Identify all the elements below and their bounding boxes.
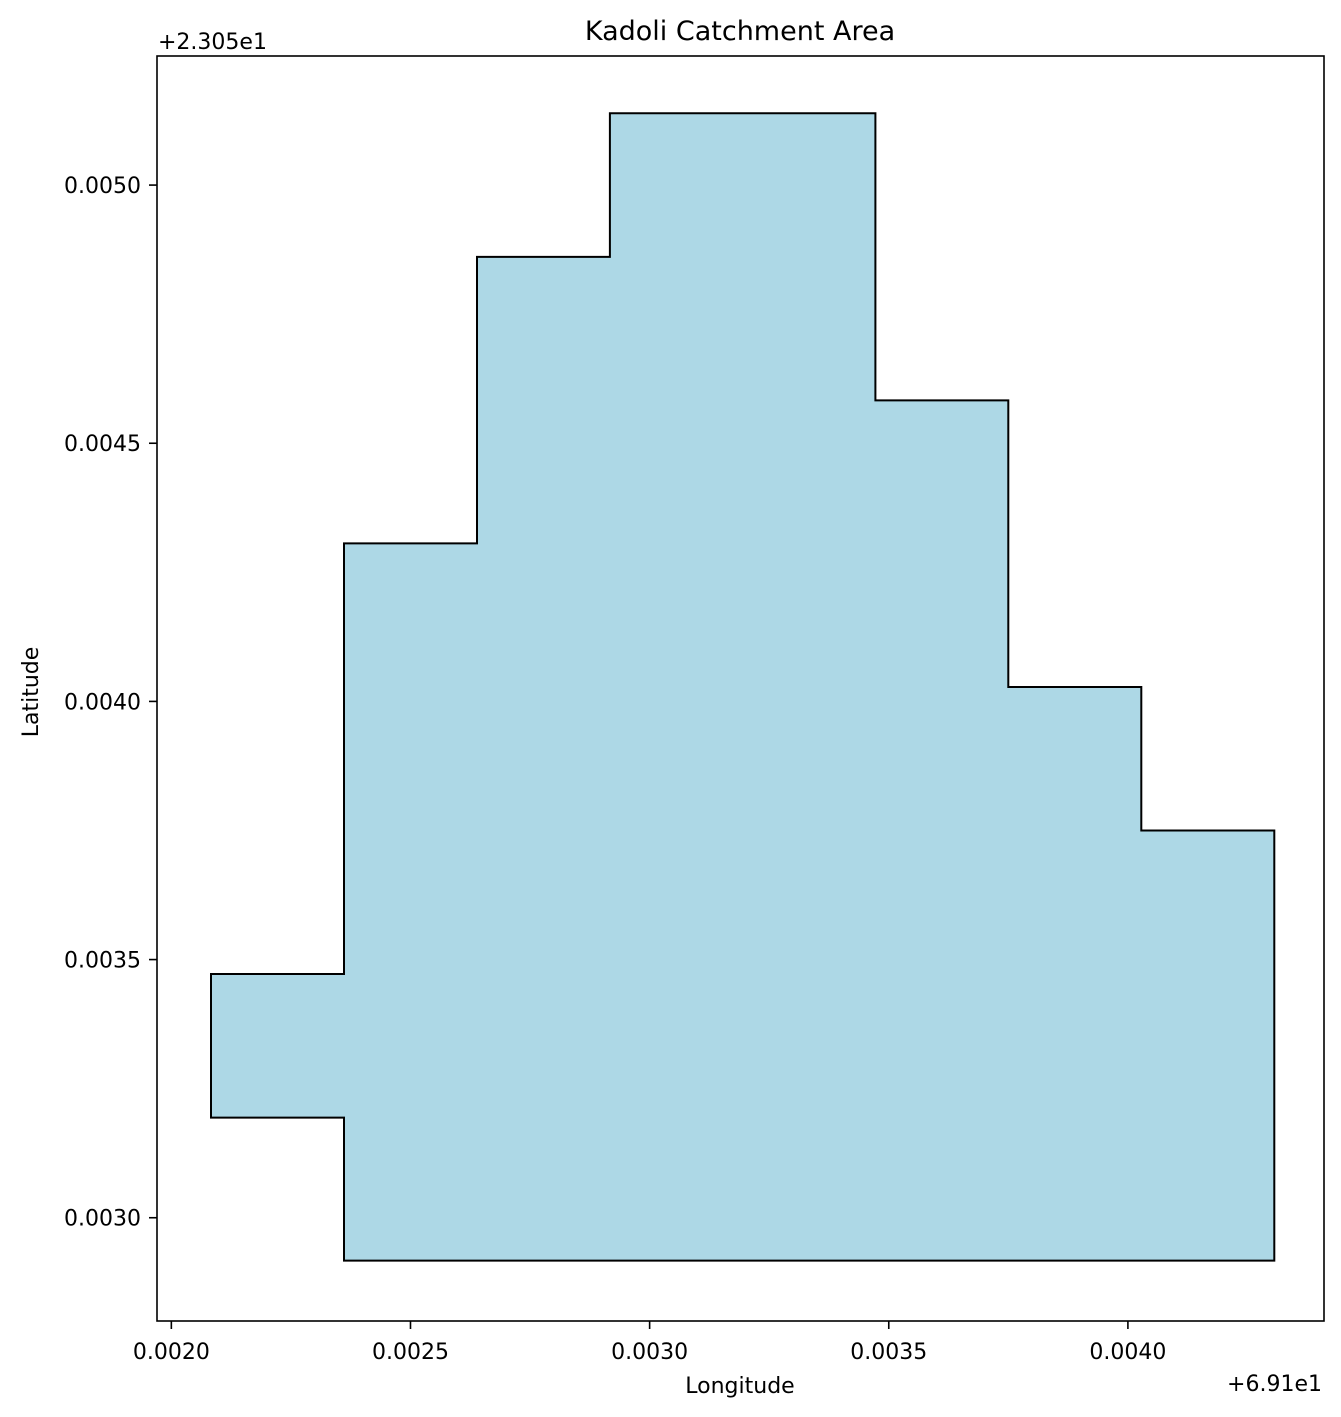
x-axis: 0.0020 0.0025 0.0030 0.0035 0.0040 — [133, 1321, 1166, 1365]
y-tick-label: 0.0045 — [64, 432, 141, 457]
x-tick-label: 0.0040 — [1089, 1340, 1166, 1365]
plot-area — [210, 112, 1276, 1262]
axes-frame — [156, 55, 1325, 1322]
y-tick-label: 0.0040 — [64, 690, 141, 715]
x-offset-label: +6.91e1 — [1227, 1372, 1322, 1397]
y-tick-label: 0.0050 — [64, 174, 141, 199]
catchment-polygon — [210, 112, 1276, 1262]
y-offset-label: +2.305e1 — [158, 30, 267, 55]
x-axis-label: Longitude — [685, 1374, 794, 1399]
x-tick-label: 0.0020 — [133, 1340, 210, 1365]
y-axis-label: Latitude — [19, 647, 44, 738]
x-tick-label: 0.0035 — [850, 1340, 927, 1365]
y-tick-label: 0.0035 — [64, 949, 141, 974]
map-title: Kadoli Catchment Area — [585, 16, 895, 47]
y-tick-label: 0.0030 — [64, 1207, 141, 1232]
x-tick-label: 0.0030 — [611, 1340, 688, 1365]
x-tick-label: 0.0025 — [372, 1340, 449, 1365]
y-axis: 0.0030 0.0035 0.0040 0.0045 0.0050 — [64, 174, 157, 1232]
